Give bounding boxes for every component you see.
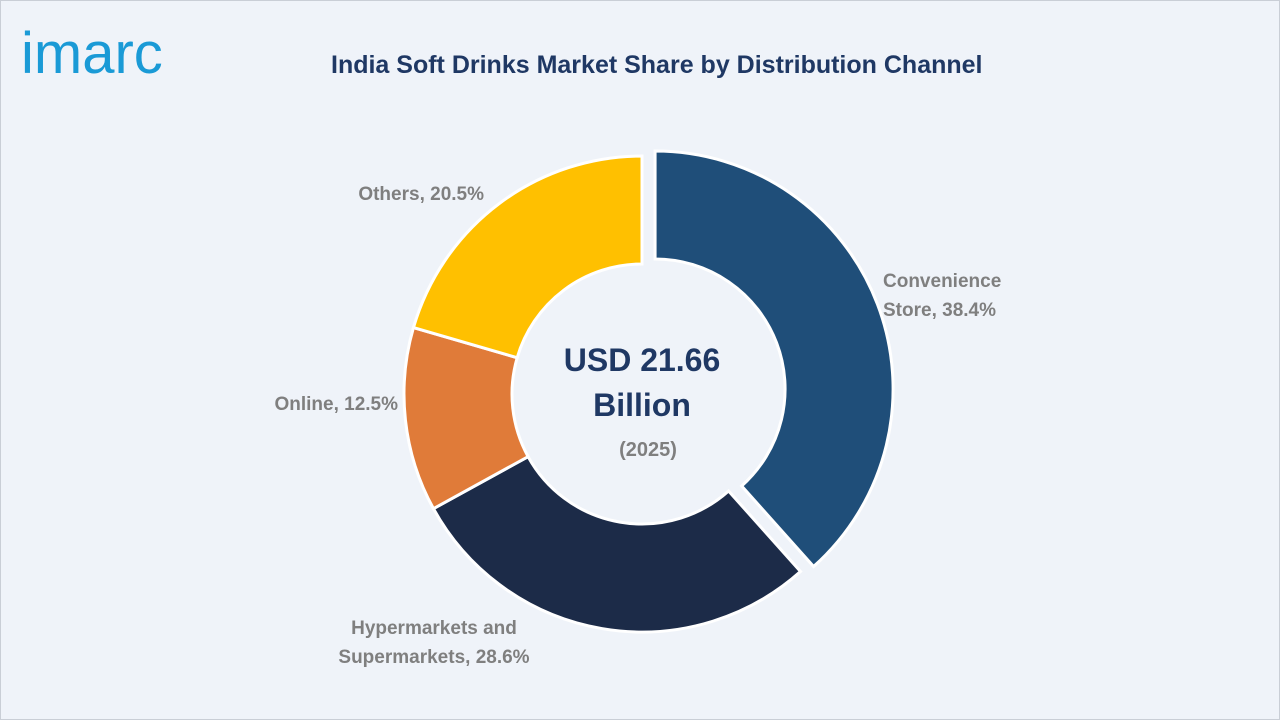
label-line: Store, 38.4%: [883, 300, 996, 321]
label-convenience-store: Convenience Store, 38.4%: [883, 271, 1001, 321]
slice-others: [411, 154, 644, 360]
chart-title: India Soft Drinks Market Share by Distri…: [331, 51, 983, 79]
label-others: Others, 20.5%: [358, 184, 484, 205]
center-value-line2: Billion: [593, 387, 691, 423]
label-line: Others, 20.5%: [358, 184, 484, 205]
imarc-logo: imarc: [21, 21, 163, 85]
label-line: Supermarkets, 28.6%: [338, 647, 529, 668]
center-value-line1: USD 21.66: [564, 342, 721, 378]
label-line: Hypermarkets and: [351, 618, 517, 639]
label-hypermarkets-and-supermarkets: Hypermarkets and Supermarkets, 28.6%: [338, 618, 529, 668]
label-line: Online, 12.5%: [274, 394, 398, 415]
center-year: (2025): [619, 439, 677, 461]
label-online: Online, 12.5%: [274, 394, 398, 415]
logo-text: imarc: [21, 21, 163, 85]
slice-convenience-store: [653, 149, 895, 569]
slice-labels: Convenience Store, 38.4% Hypermarkets and S…: [274, 184, 1001, 668]
slice-hypermarkets-and-supermarkets: [431, 454, 803, 634]
donut-slices: [402, 149, 895, 634]
label-line: Convenience: [883, 271, 1001, 292]
